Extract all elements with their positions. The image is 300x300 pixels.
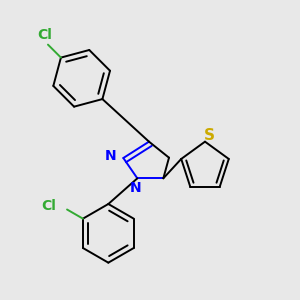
Text: N: N: [130, 181, 142, 195]
Text: Cl: Cl: [41, 199, 56, 213]
Text: Cl: Cl: [37, 28, 52, 42]
Text: N: N: [105, 149, 116, 163]
Text: S: S: [203, 128, 214, 143]
